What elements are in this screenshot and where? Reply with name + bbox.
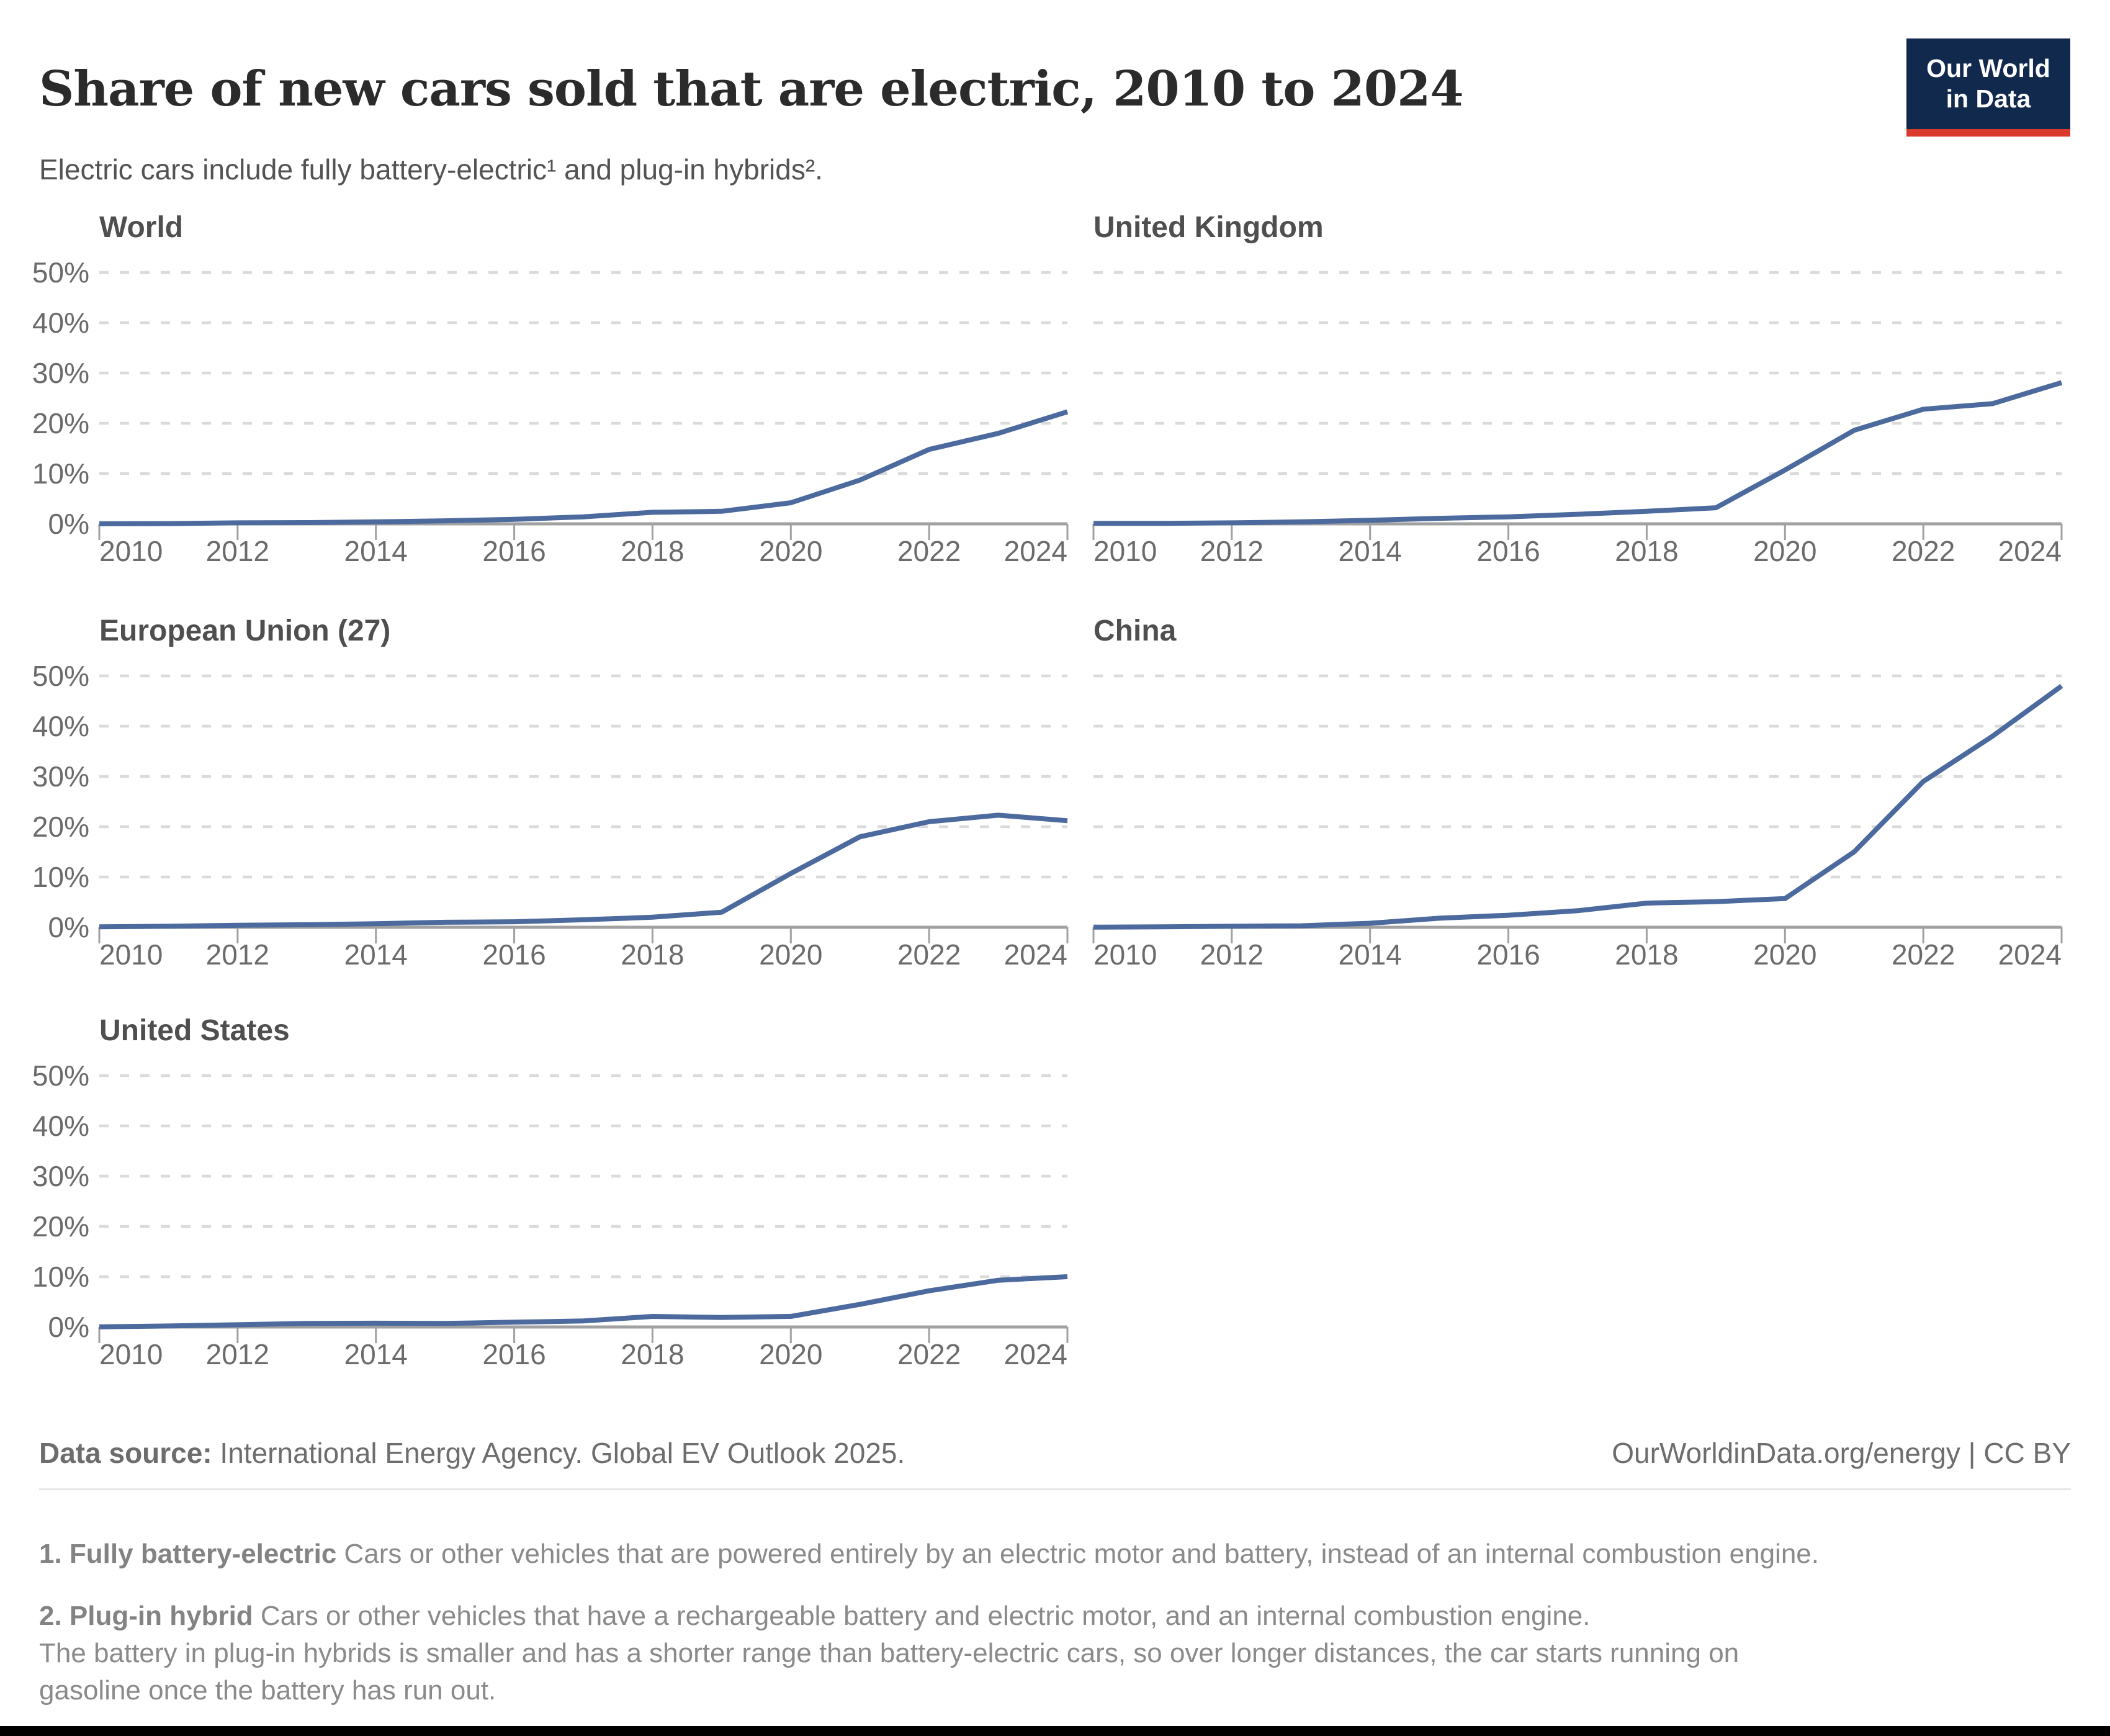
y-tick-label: 20% (32, 811, 89, 843)
panel-title-european-union: European Union (27) (99, 614, 391, 647)
x-tick-label: 2010 (1093, 938, 1157, 971)
x-tick-label: 2010 (99, 938, 163, 971)
y-tick-label: 10% (32, 457, 89, 490)
x-tick-label: 2022 (897, 1338, 961, 1370)
footer-divider (39, 1488, 2071, 1490)
owid-url-license: OurWorldinData.org/energy | CC BY (1612, 1437, 2071, 1469)
panel-title-united-states: United States (99, 1014, 290, 1047)
line-chart-world: 0% 10% 20% 30% 40% 50% 2010 2012 2014 2016 2018 202… (32, 256, 1069, 567)
y-tick-label: 0% (48, 911, 89, 943)
y-tick-label: 50% (32, 660, 89, 692)
y-tick-label: 40% (32, 307, 89, 339)
x-tick-label: 2018 (1615, 535, 1678, 567)
owid-logo: Our World in Data (1906, 38, 2070, 137)
page-subtitle: Electric cars include fully battery-elec… (39, 153, 823, 186)
footnote-plug-in-hybrid: 2. Plug-in hybrid Cars or other vehicles… (39, 1601, 1740, 1706)
bottom-border-bar (0, 1726, 2110, 1736)
line-chart-china: 2010 2012 2014 2016 2018 2020 2022 2024 (1092, 674, 2063, 971)
line-chart-united-states: 0% 10% 20% 30% 40% 50% 2010 2012 2014 2016 2018 202… (32, 1059, 1069, 1370)
x-tick-label: 2012 (1200, 938, 1264, 971)
x-tick-label: 2016 (482, 938, 545, 971)
x-tick-label: 2020 (1753, 535, 1816, 567)
x-tick-label: 2010 (1093, 535, 1157, 567)
footnote-battery-electric: 1. Fully battery-electric Cars or other … (39, 1539, 1819, 1569)
y-tick-label: 20% (32, 407, 89, 439)
y-tick-label: 0% (48, 508, 89, 540)
series-line-4 (99, 1274, 1068, 1329)
line-chart-united-kingdom: 2010 2012 2014 2016 2018 2020 2022 2024 (1092, 271, 2063, 567)
x-tick-label: 2012 (206, 1338, 269, 1370)
x-tick-label: 2012 (206, 938, 269, 971)
y-tick-label: 0% (48, 1311, 89, 1343)
x-tick-label: 2016 (1476, 535, 1540, 567)
x-tick-label: 2018 (621, 1338, 684, 1370)
x-tick-label: 2014 (1339, 535, 1402, 567)
x-tick-label: 2018 (1615, 938, 1678, 971)
x-tick-label: 2014 (344, 1338, 408, 1370)
x-tick-label: 2016 (1476, 938, 1540, 971)
y-tick-label: 30% (32, 1160, 89, 1192)
y-tick-label: 50% (32, 1059, 89, 1092)
y-tick-label: 40% (32, 710, 89, 742)
y-tick-label: 30% (32, 357, 89, 389)
x-tick-label: 2020 (759, 1338, 822, 1370)
x-tick-label: 2014 (1339, 938, 1402, 971)
owid-logo-line2: in Data (1946, 84, 2031, 113)
x-tick-label: 2016 (482, 1338, 545, 1370)
data-source: Data source: International Energy Agency… (39, 1436, 905, 1470)
x-tick-label: 2020 (759, 535, 822, 567)
series-line-1 (1093, 380, 2063, 526)
line-chart-european-union: 0% 10% 20% 30% 40% 50% 2010 2012 2014 2016 2018 202… (32, 660, 1069, 971)
x-tick-label: 2024 (1004, 535, 1067, 567)
x-tick-label: 2024 (1004, 1338, 1067, 1370)
x-tick-label: 2020 (759, 938, 822, 971)
x-tick-label: 2014 (344, 938, 408, 971)
data-source-label: Data source: (39, 1437, 212, 1469)
x-tick-label: 2022 (1892, 535, 1955, 567)
series-line-2 (99, 812, 1068, 930)
y-tick-label: 50% (32, 256, 89, 289)
data-source-text: International Energy Agency. Global EV O… (212, 1437, 905, 1469)
page-title: Share of new cars sold that are electric… (39, 61, 1464, 118)
panel-title-united-kingdom: United Kingdom (1093, 211, 1324, 244)
series-line-0 (99, 409, 1069, 526)
x-tick-label: 2010 (99, 1338, 163, 1370)
panel-title-china: China (1093, 614, 1177, 647)
owid-logo-line1: Our World (1926, 54, 2050, 83)
x-tick-label: 2022 (897, 535, 961, 567)
y-tick-label: 40% (32, 1110, 89, 1142)
x-tick-label: 2018 (621, 535, 684, 567)
panel-title-world: World (99, 211, 184, 244)
y-tick-label: 20% (32, 1210, 89, 1243)
x-tick-label: 2012 (1200, 535, 1264, 567)
x-tick-label: 2022 (1892, 938, 1955, 971)
x-tick-label: 2012 (206, 535, 269, 567)
x-tick-label: 2016 (482, 535, 545, 567)
x-tick-label: 2014 (344, 535, 408, 567)
x-tick-label: 2010 (99, 535, 163, 567)
y-tick-label: 30% (32, 760, 89, 793)
x-tick-label: 2018 (621, 938, 684, 971)
x-tick-label: 2024 (1998, 535, 2062, 567)
series-line-3 (1093, 683, 2063, 930)
x-tick-label: 2022 (897, 938, 961, 971)
y-tick-label: 10% (32, 1261, 89, 1293)
x-tick-label: 2020 (1753, 938, 1816, 971)
x-tick-label: 2024 (1998, 938, 2062, 971)
y-tick-label: 10% (32, 861, 89, 893)
x-tick-label: 2024 (1004, 938, 1067, 971)
